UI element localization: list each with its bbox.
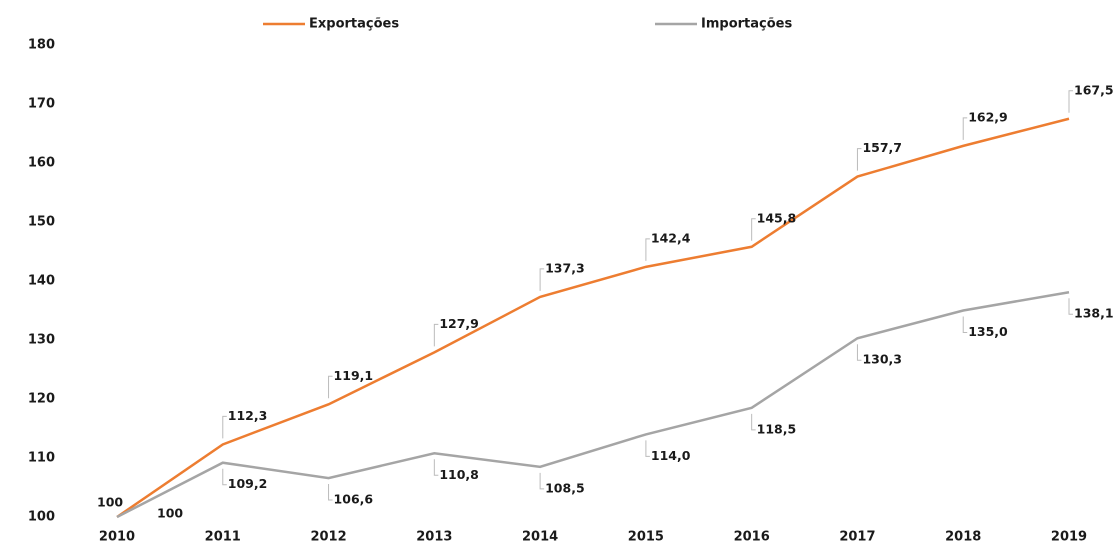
y-tick-label: 160 <box>28 156 55 171</box>
y-tick-label: 170 <box>28 97 55 112</box>
leader-line <box>539 472 545 490</box>
data-label: 106,6 <box>334 492 374 507</box>
leader-line <box>962 117 968 140</box>
data-label: 112,3 <box>228 408 268 423</box>
legend-label: Importações <box>701 17 792 32</box>
y-tick-label: 140 <box>28 274 55 289</box>
data-label: 118,5 <box>757 421 797 436</box>
leader-line <box>751 218 756 241</box>
data-label: 100 <box>157 506 183 521</box>
data-label: 100 <box>97 495 123 510</box>
data-label: 137,3 <box>545 260 585 275</box>
data-label: 157,7 <box>862 140 902 155</box>
data-label: 108,5 <box>545 480 585 495</box>
data-label: 109,2 <box>228 476 268 491</box>
x-tick-label: 2012 <box>310 530 346 544</box>
leader-line <box>222 415 227 439</box>
data-label: 162,9 <box>968 109 1008 124</box>
x-tick-label: 2017 <box>839 530 875 544</box>
y-tick-label: 150 <box>28 215 55 230</box>
leader-line <box>433 459 439 476</box>
data-label: 119,1 <box>334 368 374 383</box>
y-tick-label: 100 <box>28 510 55 525</box>
data-label: 114,0 <box>651 448 691 463</box>
data-label: 138,1 <box>1074 306 1114 321</box>
leader-line <box>433 323 439 347</box>
x-tick-label: 2018 <box>945 530 981 544</box>
legend-label: Exportações <box>309 17 399 32</box>
leader-line <box>645 440 650 457</box>
x-tick-label: 2010 <box>99 530 135 544</box>
y-tick-label: 110 <box>28 451 55 466</box>
leader-line <box>1068 90 1073 113</box>
leader-line <box>856 344 862 361</box>
series-line <box>116 290 1070 519</box>
y-tick-label: 180 <box>28 38 55 53</box>
leader-line <box>751 413 756 431</box>
data-label: 127,9 <box>439 316 479 331</box>
data-label: 110,8 <box>439 467 479 482</box>
leader-line <box>1068 298 1073 315</box>
x-tick-label: 2019 <box>1051 530 1087 544</box>
data-label: 135,0 <box>968 324 1008 339</box>
leader-line <box>856 148 862 171</box>
leader-line <box>328 375 333 399</box>
leader-line <box>222 468 227 486</box>
y-tick-label: 130 <box>28 333 55 348</box>
data-label: 167,5 <box>1074 82 1114 97</box>
data-label: 142,4 <box>651 230 691 245</box>
y-tick-label: 120 <box>28 392 55 407</box>
x-tick-label: 2016 <box>734 530 770 544</box>
data-label: 130,3 <box>862 352 902 367</box>
x-tick-label: 2013 <box>416 530 452 544</box>
leader-line <box>539 268 545 291</box>
x-tick-label: 2014 <box>522 530 558 544</box>
leader-line <box>962 316 968 333</box>
x-tick-label: 2015 <box>628 530 664 544</box>
leader-line <box>328 484 333 501</box>
x-tick-label: 2011 <box>205 530 241 544</box>
data-label: 145,8 <box>757 210 797 225</box>
leader-line <box>645 238 650 261</box>
series-line <box>116 117 1070 519</box>
